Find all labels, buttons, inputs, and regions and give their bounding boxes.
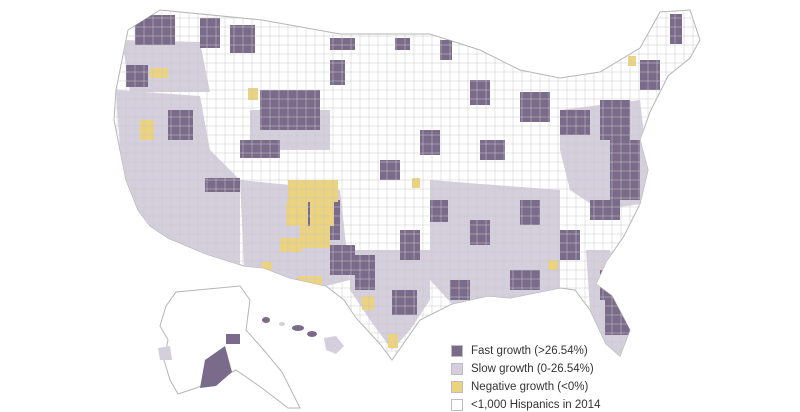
legend-swatch-none: [451, 399, 463, 411]
hawaii-islands: [262, 317, 344, 354]
legend-item-none: <1,000 Hispanics in 2014: [451, 398, 600, 412]
legend-swatch-negative: [451, 381, 463, 393]
alaska-slow: [158, 346, 172, 360]
legend-label-negative: Negative growth (<0%): [471, 381, 589, 393]
alaska-fast-2: [226, 334, 240, 344]
legend-item-slow: Slow growth (0-26.54%): [451, 362, 600, 376]
legend-item-negative: Negative growth (<0%): [451, 380, 600, 394]
alaska-outline: [159, 285, 301, 409]
legend-swatch-fast: [451, 345, 463, 357]
legend-label-fast: Fast growth (>26.54%): [471, 345, 588, 357]
legend-swatch-slow: [451, 363, 463, 375]
legend: Fast growth (>26.54%) Slow growth (0-26.…: [451, 344, 600, 412]
legend-label-slow: Slow growth (0-26.54%): [471, 363, 594, 375]
legend-label-none: <1,000 Hispanics in 2014: [471, 399, 601, 411]
legend-item-fast: Fast growth (>26.54%): [451, 344, 600, 358]
alaska-fast: [200, 346, 232, 388]
